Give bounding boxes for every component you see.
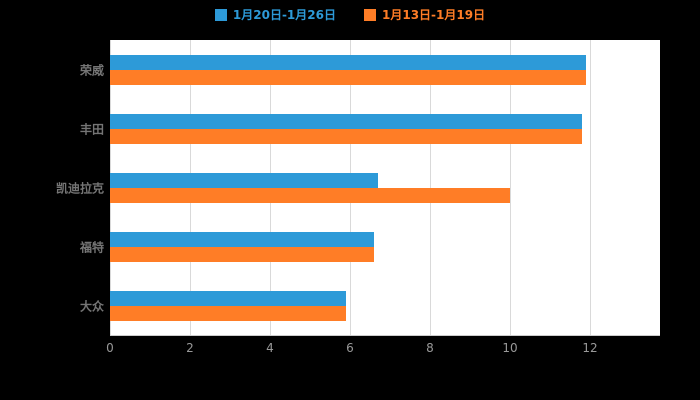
x-tick-label: 0 [106, 341, 114, 355]
bar-series1-大众 [110, 305, 346, 321]
bar-series1-凯迪拉克 [110, 187, 510, 203]
bar-series1-福特 [110, 246, 374, 262]
y-category-label: 凯迪拉克 [55, 181, 104, 195]
y-category-label: 荣威 [79, 63, 104, 77]
bar-series1-丰田 [110, 128, 582, 144]
x-tick-label: 12 [582, 341, 598, 355]
bar-series0-大众 [110, 290, 346, 306]
bar-series0-凯迪拉克 [110, 172, 378, 188]
y-category-label: 福特 [79, 240, 104, 254]
y-category-label: 丰田 [79, 122, 104, 136]
x-tick-label: 4 [266, 341, 274, 355]
gridline [590, 40, 591, 335]
legend-swatch-icon [214, 8, 227, 21]
x-tick-label: 2 [186, 341, 194, 355]
chart-legend: 1月20日-1月26日 1月13日-1月19日 [0, 6, 700, 23]
y-axis-labels: 荣威丰田凯迪拉克福特大众 [0, 40, 104, 335]
legend-item-1[interactable]: 1月13日-1月19日 [364, 6, 485, 23]
gridline [510, 40, 511, 335]
plot-area [110, 40, 660, 336]
legend-swatch-icon [364, 8, 376, 21]
x-tick-label: 8 [426, 341, 434, 355]
bar-series0-丰田 [110, 113, 582, 129]
legend-label: 1月13日-1月19日 [382, 8, 486, 22]
bar-series1-荣威 [110, 69, 586, 85]
bar-series0-福特 [110, 231, 374, 247]
y-category-label: 大众 [79, 299, 104, 313]
x-axis-labels: 0 2 4 6 8 10 12 [106, 341, 660, 359]
x-tick-label: 10 [502, 341, 518, 355]
x-tick-label: 6 [346, 341, 354, 355]
legend-item-0[interactable]: 1月20日-1月26日 [214, 6, 336, 23]
legend-label: 1月20日-1月26日 [232, 8, 336, 22]
bar-series0-荣威 [110, 54, 586, 70]
